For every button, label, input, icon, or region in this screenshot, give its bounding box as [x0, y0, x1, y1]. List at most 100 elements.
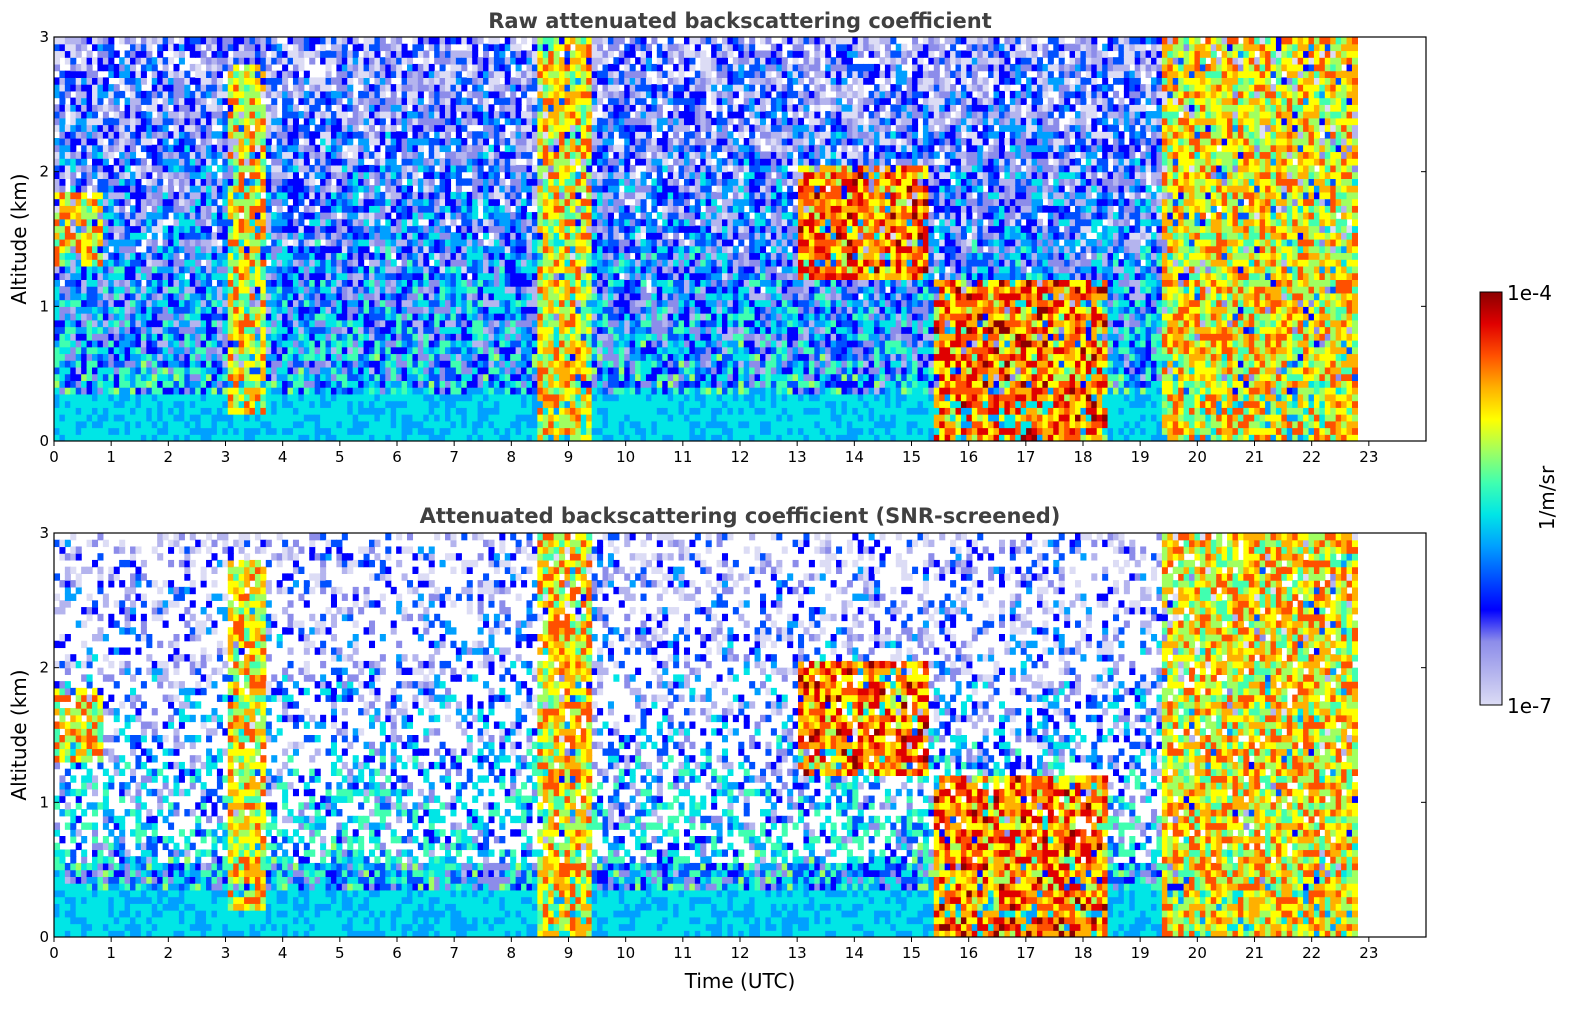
heatmap-cell [265, 313, 272, 321]
heatmap-cell [146, 380, 153, 388]
heatmap-cell [54, 124, 61, 132]
heatmap-cell [233, 292, 240, 301]
heatmap-cell [314, 414, 321, 422]
heatmap-cell [287, 245, 294, 254]
heatmap-cell [70, 340, 77, 348]
heatmap-cell [113, 292, 120, 301]
heatmap-cell [173, 340, 180, 348]
heatmap-cell [298, 144, 305, 153]
heatmap-cell [401, 164, 408, 173]
heatmap-cell [271, 158, 278, 166]
heatmap-cell [385, 286, 392, 294]
heatmap-cell [249, 63, 256, 72]
heatmap-cell [238, 232, 245, 240]
heatmap-cell [412, 333, 419, 341]
heatmap-cell [526, 218, 533, 227]
heatmap-cell [407, 299, 414, 307]
heatmap-cell [54, 218, 61, 227]
heatmap-cell [260, 232, 267, 240]
heatmap-cell [504, 400, 511, 408]
heatmap-cell [216, 292, 223, 301]
heatmap-cell [157, 138, 164, 146]
heatmap-cell [140, 259, 147, 267]
heatmap-cell [374, 131, 381, 139]
heatmap-cell [276, 292, 283, 301]
heatmap-cell [450, 158, 457, 166]
heatmap-cell [184, 414, 191, 422]
heatmap-cell [412, 37, 419, 45]
heatmap-cell [189, 427, 196, 435]
heatmap-cell [189, 252, 196, 260]
heatmap-cell [455, 232, 462, 240]
heatmap-cell [314, 37, 321, 45]
heatmap-cell [439, 434, 446, 441]
heatmap-cell [97, 117, 104, 126]
heatmap-cell [206, 131, 213, 139]
heatmap-cell [97, 63, 104, 72]
heatmap-cell [504, 279, 511, 287]
heatmap-cell [178, 185, 185, 193]
heatmap-cell [314, 131, 321, 139]
heatmap-cell [227, 407, 234, 415]
heatmap-cell [249, 279, 256, 287]
heatmap-cell [260, 346, 267, 355]
heatmap-cell [330, 340, 337, 348]
heatmap-cell [368, 164, 376, 173]
heatmap-cell [434, 104, 441, 112]
heatmap-cell [157, 272, 164, 280]
heatmap-cell [70, 37, 77, 45]
heatmap-cell [292, 164, 299, 173]
heatmap-cell [178, 111, 185, 119]
heatmap-cell [135, 346, 142, 355]
heatmap-cell [407, 387, 414, 395]
heatmap-cell [184, 360, 191, 368]
heatmap-cell [379, 387, 386, 395]
heatmap-cell [428, 144, 435, 153]
heatmap-cell [216, 360, 223, 368]
heatmap-cell [64, 171, 71, 179]
heatmap-cell [320, 326, 327, 334]
heatmap-cell [64, 373, 71, 381]
heatmap-cell [265, 37, 272, 45]
heatmap-cell [450, 171, 457, 179]
heatmap-cell [108, 279, 115, 287]
heatmap-cell [189, 346, 196, 355]
heatmap-cell [113, 265, 120, 274]
heatmap-cell [455, 171, 462, 179]
heatmap-cell [254, 434, 261, 441]
heatmap-cell [146, 326, 153, 334]
heatmap-cell [92, 144, 99, 153]
heatmap-cell [325, 104, 332, 112]
heatmap-cell [102, 171, 109, 179]
heatmap-cell [298, 151, 305, 159]
heatmap-cell [124, 393, 131, 402]
heatmap-cell [292, 232, 299, 240]
heatmap-cell [428, 124, 435, 132]
heatmap-cell [521, 407, 528, 415]
heatmap-cell [407, 111, 414, 119]
heatmap-cell [216, 43, 223, 52]
heatmap-cell [195, 326, 202, 334]
heatmap-cell [70, 124, 77, 132]
heatmap-cell [396, 117, 403, 126]
heatmap-cell [119, 427, 126, 435]
heatmap-cell [249, 420, 256, 429]
heatmap-cell [445, 313, 452, 321]
heatmap-cell [515, 272, 522, 280]
heatmap-cell [439, 265, 446, 274]
heatmap-cell [347, 286, 354, 294]
heatmap-cell [113, 393, 120, 402]
heatmap-cell [282, 252, 289, 260]
heatmap-cell [200, 178, 207, 186]
heatmap-cell [461, 299, 468, 307]
heatmap-cell [483, 212, 490, 220]
heatmap-cell [428, 286, 435, 294]
heatmap-cell [325, 340, 332, 348]
heatmap-cell [455, 70, 462, 78]
heatmap-cell [97, 37, 104, 45]
heatmap-cell [265, 104, 272, 112]
heatmap-cell [325, 326, 332, 334]
heatmap-cell [445, 84, 452, 92]
heatmap-cell [417, 272, 424, 280]
heatmap-cell [493, 340, 500, 348]
